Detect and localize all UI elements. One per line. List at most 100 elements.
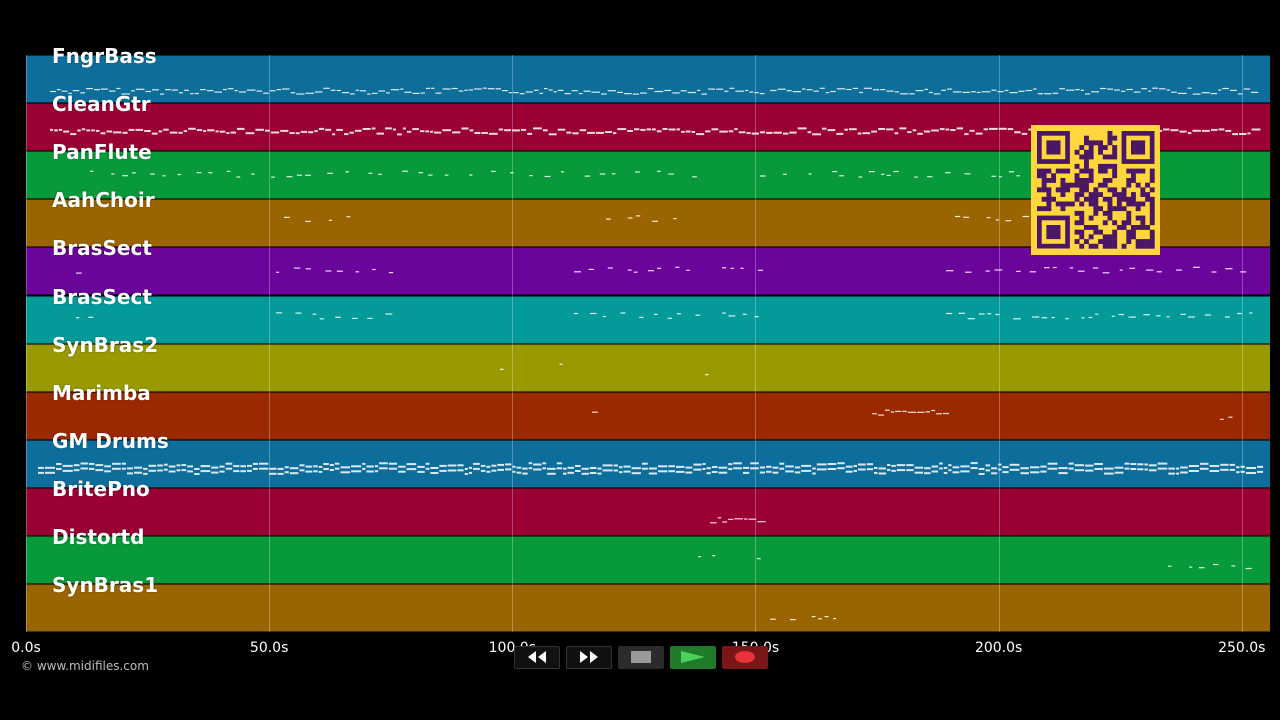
note xyxy=(1065,318,1069,320)
note xyxy=(349,131,354,134)
note xyxy=(1092,267,1099,269)
note xyxy=(868,171,875,173)
note xyxy=(1016,270,1021,272)
note xyxy=(334,462,340,465)
note xyxy=(652,220,658,222)
note xyxy=(95,469,104,472)
note xyxy=(276,271,280,273)
note xyxy=(1052,266,1057,269)
note xyxy=(542,462,547,465)
note xyxy=(386,92,390,94)
note xyxy=(978,313,985,315)
note xyxy=(351,470,362,473)
note xyxy=(701,93,708,95)
note xyxy=(277,472,284,475)
note xyxy=(772,471,779,474)
note xyxy=(742,466,750,469)
note xyxy=(604,131,612,133)
note xyxy=(685,130,691,133)
note xyxy=(312,313,317,315)
note xyxy=(668,465,675,468)
note xyxy=(631,472,641,475)
note xyxy=(1239,133,1247,135)
note xyxy=(236,176,241,178)
note xyxy=(355,271,359,273)
note xyxy=(190,93,194,95)
note xyxy=(931,129,939,132)
note xyxy=(574,312,579,315)
note xyxy=(176,464,181,467)
note xyxy=(1069,267,1074,269)
note xyxy=(991,89,997,91)
stop-button[interactable] xyxy=(618,645,664,669)
note xyxy=(857,468,866,471)
note xyxy=(442,88,451,90)
note xyxy=(1124,462,1130,465)
note xyxy=(958,312,965,314)
note xyxy=(121,467,126,470)
note xyxy=(783,132,789,135)
note xyxy=(351,465,362,468)
note xyxy=(346,216,351,218)
note xyxy=(886,90,894,92)
note xyxy=(38,466,44,469)
note xyxy=(1156,271,1162,273)
note xyxy=(319,318,324,320)
note xyxy=(80,467,88,470)
note xyxy=(168,465,176,468)
note xyxy=(419,130,425,133)
note xyxy=(1107,88,1113,90)
note xyxy=(878,467,887,470)
note xyxy=(1002,471,1009,474)
note xyxy=(269,90,276,92)
note xyxy=(1157,467,1168,470)
note xyxy=(305,268,311,270)
note xyxy=(1168,565,1172,567)
note xyxy=(385,127,392,130)
note xyxy=(200,465,211,468)
note xyxy=(1030,466,1040,469)
note xyxy=(62,469,73,472)
note xyxy=(379,467,388,470)
note xyxy=(1170,129,1179,132)
note xyxy=(1209,470,1220,472)
note xyxy=(927,176,933,178)
note xyxy=(91,129,95,132)
note xyxy=(525,91,533,93)
note xyxy=(376,132,384,135)
note xyxy=(1251,91,1259,93)
note xyxy=(917,132,923,135)
play-button[interactable] xyxy=(670,645,716,669)
note xyxy=(196,172,202,174)
note xyxy=(680,90,687,92)
track-label: PanFlute xyxy=(52,140,152,164)
note xyxy=(516,471,522,474)
note xyxy=(1143,314,1150,316)
note xyxy=(777,88,786,90)
note xyxy=(557,89,564,91)
note xyxy=(801,469,812,472)
note xyxy=(430,130,434,133)
note xyxy=(1030,471,1040,474)
note xyxy=(839,175,844,177)
track-label: SynBras2 xyxy=(52,333,159,357)
note xyxy=(143,472,148,475)
note xyxy=(970,467,978,470)
note xyxy=(1231,565,1236,567)
note xyxy=(754,316,759,318)
rewind-button[interactable] xyxy=(514,645,560,669)
note xyxy=(808,173,812,175)
note xyxy=(567,471,574,474)
note xyxy=(1220,468,1229,471)
note xyxy=(1047,462,1058,465)
note xyxy=(491,170,496,172)
note xyxy=(473,462,480,465)
note xyxy=(464,473,468,475)
note xyxy=(1166,316,1170,318)
note xyxy=(354,129,362,132)
note xyxy=(163,468,168,471)
record-button[interactable] xyxy=(722,645,768,669)
note xyxy=(50,128,54,131)
note xyxy=(359,90,367,92)
fast-forward-button[interactable] xyxy=(566,645,612,669)
